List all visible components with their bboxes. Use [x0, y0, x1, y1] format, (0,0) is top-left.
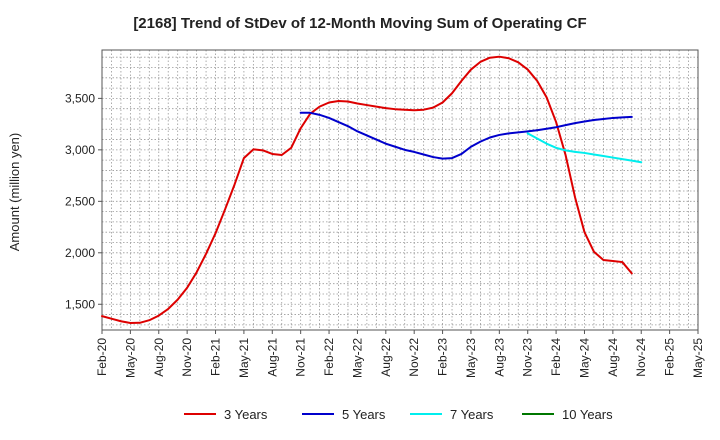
x-tick-label: Aug-21	[265, 338, 279, 377]
x-tick-label: May-21	[237, 338, 251, 378]
legend-label-7-years: 7 Years	[450, 407, 494, 422]
x-tick-label: Aug-24	[606, 338, 620, 377]
x-tick-label: Feb-21	[209, 338, 223, 376]
chart-title: [2168] Trend of StDev of 12-Month Moving…	[133, 15, 586, 32]
x-tick-label: Nov-20	[180, 338, 194, 377]
x-tick-label: Nov-23	[521, 338, 535, 377]
y-tick-label: 2,000	[65, 246, 95, 260]
series-line-7-years	[526, 132, 643, 164]
legend-label-3-years: 3 Years	[224, 407, 268, 422]
x-tick-label: Aug-22	[379, 338, 393, 377]
x-tick-label: Aug-23	[492, 338, 506, 377]
y-tick-label: 1,500	[65, 297, 95, 311]
x-axis-ticks: Feb-20 May-20 Aug-20 Nov-20 Feb-21 May-21 Aug-…	[95, 330, 705, 378]
x-tick-label: Feb-24	[549, 338, 563, 376]
x-tick-label: Feb-25	[663, 338, 677, 376]
x-tick-label: Nov-21	[294, 338, 308, 377]
grid	[102, 50, 698, 330]
series-lines	[101, 55, 643, 324]
legend-label-10-years: 10 Years	[562, 407, 613, 422]
series-line-3-years	[101, 55, 633, 324]
x-tick-label: May-23	[464, 338, 478, 378]
x-tick-label: Feb-22	[322, 338, 336, 376]
y-tick-label: 3,000	[65, 143, 95, 157]
plot-area	[101, 49, 699, 331]
legend-label-5-years: 5 Years	[342, 407, 386, 422]
x-tick-label: Nov-24	[634, 338, 648, 377]
y-axis-ticks: 1,500 2,000 2,500 3,000 3,500	[65, 91, 102, 311]
x-tick-label: Feb-20	[95, 338, 109, 376]
y-axis-label: Amount (million yen)	[7, 133, 22, 252]
x-tick-label: Aug-20	[152, 338, 166, 377]
x-tick-label: Nov-22	[407, 338, 421, 377]
series-line-5-years	[299, 111, 633, 160]
x-tick-label: Feb-23	[436, 338, 450, 376]
y-tick-label: 3,500	[65, 91, 95, 105]
y-tick-label: 2,500	[65, 194, 95, 208]
x-tick-label: May-24	[577, 338, 591, 378]
x-tick-label: May-25	[691, 338, 705, 378]
x-tick-label: May-22	[350, 338, 364, 378]
legend: 3 Years 5 Years 7 Years 10 Years	[184, 407, 613, 422]
x-tick-label: May-20	[123, 338, 137, 378]
